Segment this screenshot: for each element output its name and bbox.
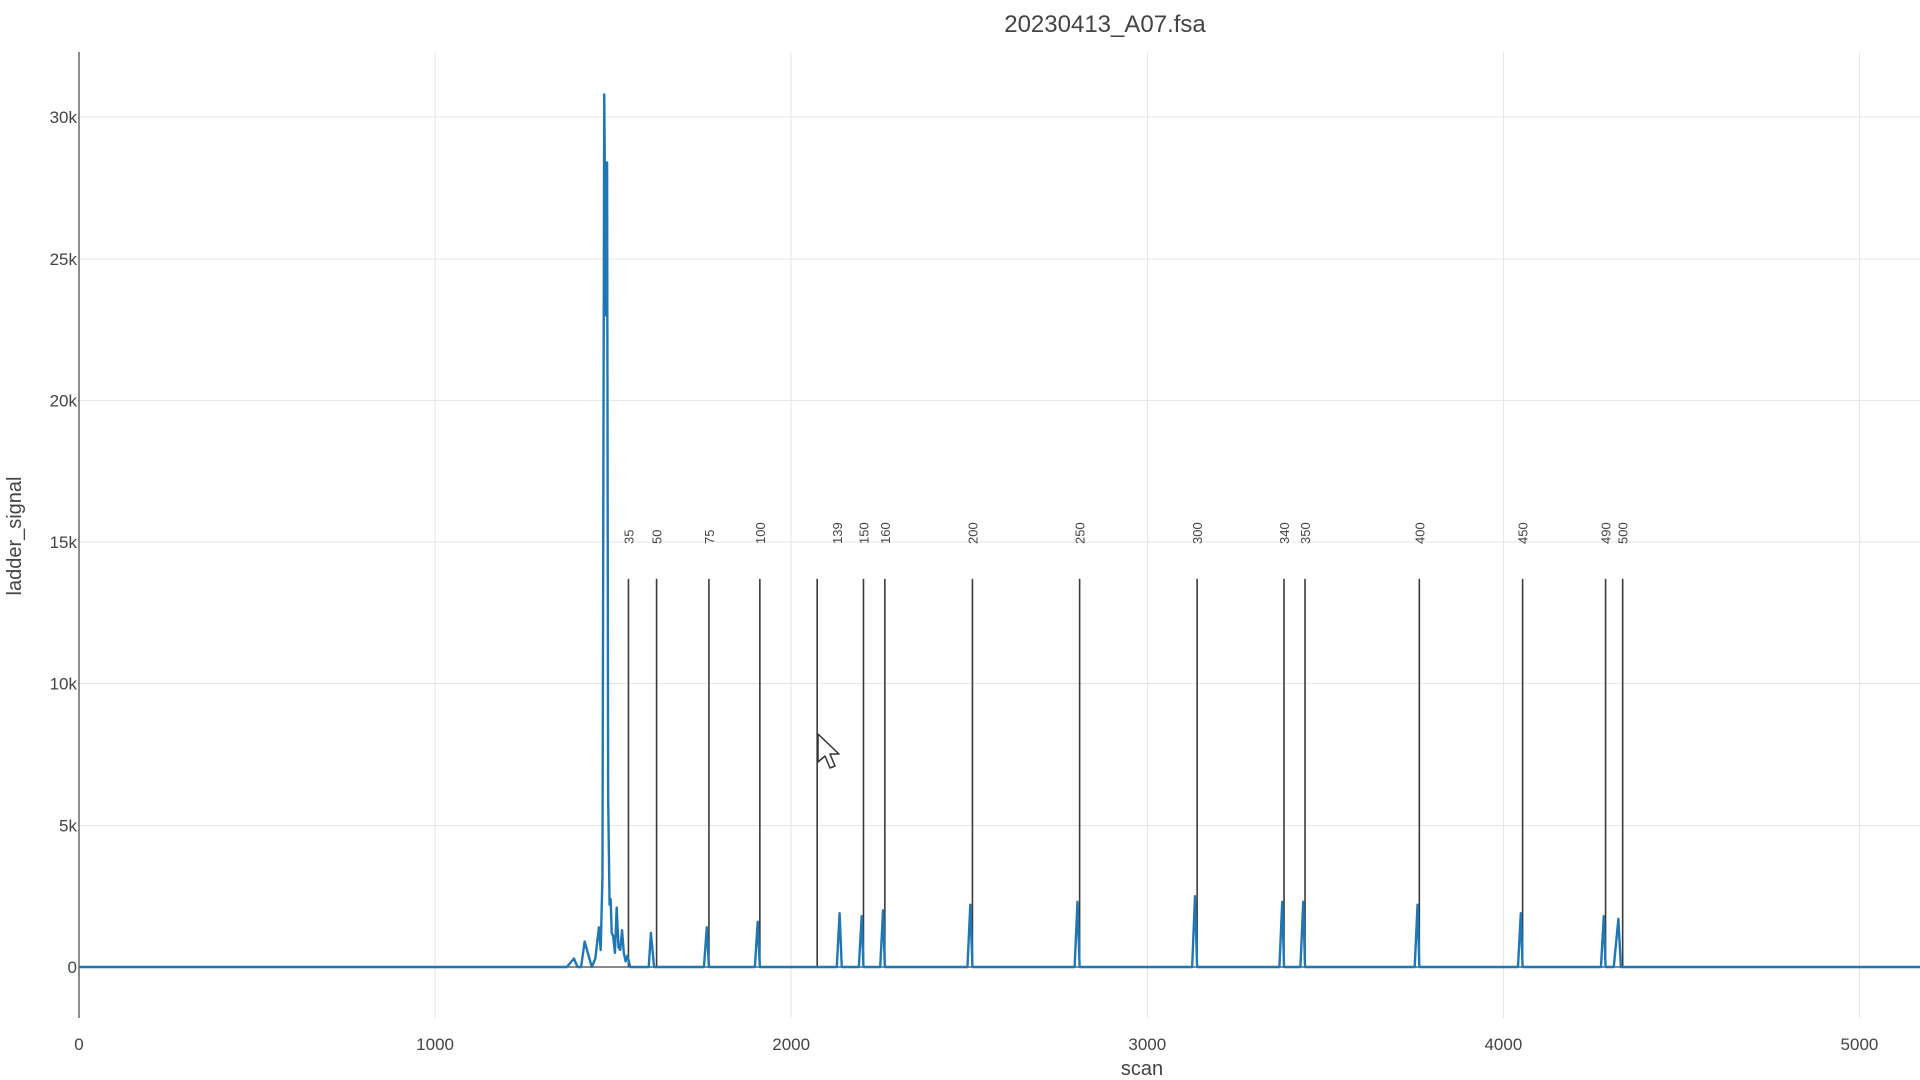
ladder-size-label: 340: [1277, 522, 1292, 544]
x-tick-label: 4000: [1484, 1035, 1522, 1054]
x-tick-label: 5000: [1841, 1035, 1879, 1054]
x-tick-label: 0: [74, 1035, 83, 1054]
ladder-markers: 35 50 75 100 139 150 160 200 250 300 340 350 400 450 4…: [621, 522, 1631, 968]
axes: [78, 52, 1920, 1018]
y-tick-label: 10k: [50, 675, 78, 694]
y-tick-label: 25k: [50, 250, 78, 269]
ladder-size-label: 200: [965, 522, 980, 544]
mouse-cursor-icon: [817, 733, 840, 769]
ladder-size-label: 350: [1298, 522, 1313, 544]
x-axis-title: scan: [1121, 1058, 1163, 1080]
x-tick-label: 3000: [1128, 1035, 1166, 1054]
y-tick-label: 5k: [59, 816, 77, 835]
chart-title: 20230413_A07.fsa: [1004, 11, 1206, 38]
ladder-size-label: 50: [650, 530, 665, 544]
ladder-size-label: 150: [856, 522, 871, 544]
ladder-size-label: 35: [621, 530, 636, 544]
ladder-size-label: 160: [878, 522, 893, 544]
x-tick-label: 1000: [416, 1035, 454, 1054]
ladder-size-label: 75: [702, 530, 717, 544]
y-tick-label: 15k: [50, 533, 78, 552]
signal-trace-line: [79, 93, 1920, 969]
ladder-size-label: 490: [1599, 522, 1614, 544]
ladder-size-label: 450: [1516, 522, 1531, 544]
y-tick-label: 0: [68, 958, 77, 977]
ladder-size-label: 500: [1616, 522, 1631, 544]
signal-series: [79, 93, 1920, 969]
y-tick-label: 30k: [50, 108, 78, 127]
y-tick-label: 20k: [50, 391, 78, 410]
ladder-size-label: 139: [830, 522, 845, 544]
ladder-size-label: 100: [753, 522, 768, 544]
tick-labels: 0 1000 2000 3000 4000 5000 0 5k 10k 15k 20k 25k 30k: [50, 108, 1879, 1054]
grid-lines: [79, 52, 1920, 1018]
y-axis-title: ladder_signal: [4, 477, 26, 596]
ladder-size-label: 300: [1190, 522, 1205, 544]
ladder-size-label: 400: [1412, 522, 1427, 544]
x-tick-label: 2000: [772, 1035, 810, 1054]
ladder-size-label: 250: [1073, 522, 1088, 544]
